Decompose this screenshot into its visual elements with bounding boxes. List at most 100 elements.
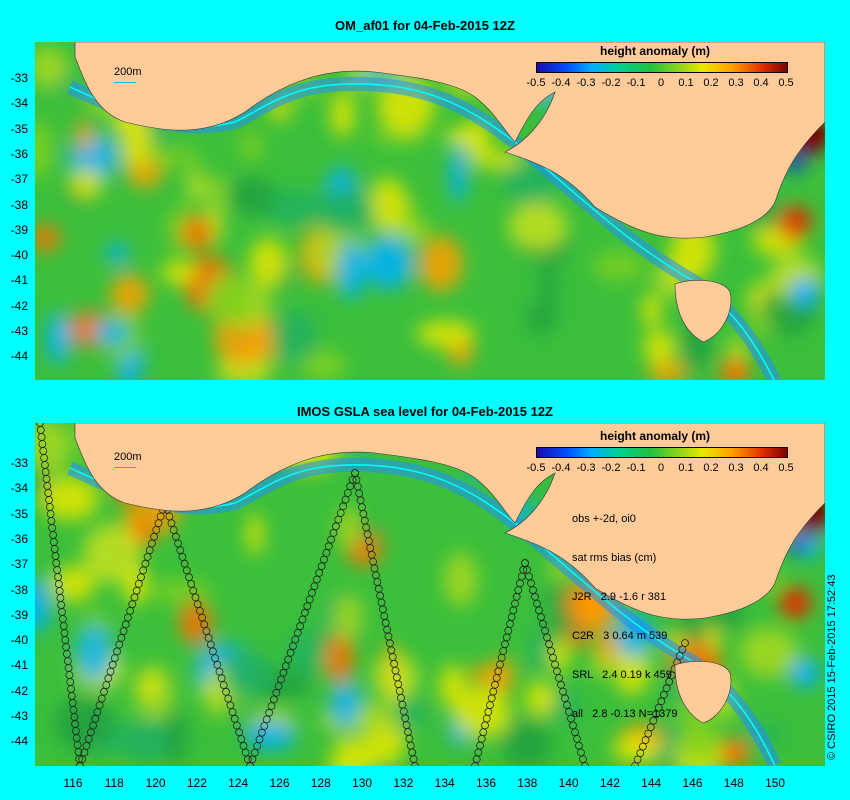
bottom-x-tick: 128	[310, 776, 331, 790]
anomaly-blob	[208, 663, 226, 719]
anomaly-blob	[186, 167, 205, 204]
track-observation	[226, 701, 235, 710]
top-y-tick: -38	[10, 197, 28, 212]
track-observation	[102, 681, 111, 690]
bottom-y-tick: -43	[10, 709, 28, 723]
colorbar-tick: 0.2	[703, 462, 719, 474]
colorbar-tick: -0.2	[601, 77, 621, 89]
track-observation	[213, 660, 222, 669]
track-observation	[152, 526, 161, 534]
anomaly-blob	[386, 681, 403, 702]
anomaly-blob	[120, 731, 169, 762]
bottom-y-tick: -36	[10, 531, 28, 546]
anomaly-blob	[329, 737, 376, 766]
anomaly-blob	[110, 274, 150, 314]
anomaly-blob	[528, 630, 550, 672]
top-y-tick: -34	[10, 96, 28, 111]
track-observation	[257, 728, 266, 737]
stats-line: sat rms bias (cm)	[572, 552, 657, 564]
bottom-y-tick: -34	[10, 481, 28, 496]
bottom-x-tick: 120	[145, 776, 166, 790]
track-observation	[322, 548, 331, 557]
anomaly-blob	[160, 260, 197, 285]
anomaly-blob	[35, 121, 54, 179]
anomaly-blob	[525, 303, 558, 334]
anomaly-blob	[540, 255, 558, 313]
bottom-x-tick: 130	[352, 776, 373, 790]
track-observation	[171, 532, 180, 541]
anomaly-blob	[332, 593, 364, 640]
top-y-tick: -40	[10, 248, 28, 263]
colorbar-tick: 0.1	[678, 77, 694, 89]
track-observation	[286, 648, 295, 657]
bottom-map[interactable]	[35, 423, 825, 766]
top-y-tick: -37	[10, 172, 28, 187]
anomaly-blob	[678, 719, 721, 763]
anomaly-blob	[612, 735, 660, 763]
top-y-tick: -35	[10, 121, 28, 136]
bottom-y-tick: -41	[10, 658, 28, 673]
bottom-x-tick: 132	[393, 776, 414, 790]
track-observation	[277, 675, 285, 684]
anomaly-blob	[208, 175, 225, 205]
colorbar-tick: -0.5	[526, 462, 546, 474]
bottom-y-tick: -42	[10, 683, 28, 698]
track-observation	[646, 723, 655, 732]
track-observation	[137, 573, 145, 582]
track-observation	[652, 710, 660, 719]
colorbar-tick: 0.5	[778, 462, 794, 474]
track-observation	[217, 674, 226, 683]
anomaly-blob	[69, 168, 103, 199]
australia-land	[74, 42, 825, 239]
track-observation	[346, 482, 355, 491]
track-observation	[206, 640, 215, 649]
track-observation	[631, 762, 639, 766]
track-observation	[310, 582, 319, 591]
track-observation	[660, 690, 668, 699]
bottom-y-tick: -39	[10, 607, 28, 622]
anomaly-blob	[641, 292, 662, 328]
track-observation	[329, 529, 338, 537]
top-map[interactable]	[35, 42, 825, 380]
track-observation	[178, 552, 187, 561]
track-observation	[167, 519, 176, 528]
track-observation	[121, 620, 130, 629]
stats-line: all 2.8 -0.13 N=1379	[572, 708, 678, 720]
track-observation	[649, 716, 658, 725]
anomaly-blob	[416, 320, 476, 348]
anomaly-blob	[139, 673, 160, 698]
track-observation	[581, 762, 589, 766]
stats-line: C2R 3 0.64 m 539	[572, 630, 668, 642]
track-observation	[82, 741, 91, 750]
track-observation	[657, 697, 666, 706]
track-observation	[308, 588, 316, 597]
stats-line: J2R 2.9 -1.6 r 381	[572, 591, 667, 603]
track-observation	[106, 667, 115, 676]
track-observation	[237, 735, 246, 743]
track-observation	[269, 695, 278, 704]
track-observation	[331, 522, 340, 531]
top-y-tick: -33	[10, 71, 28, 85]
track-observation	[293, 628, 302, 637]
top-colorbar	[536, 62, 788, 73]
australia-land	[74, 423, 825, 620]
bottom-y-tick: -44	[10, 734, 28, 749]
anomaly-blob	[564, 630, 589, 648]
anomaly-blob	[35, 576, 52, 633]
satellite-tracks	[36, 423, 689, 766]
eddy	[721, 358, 749, 380]
top-map-title: OM_af01 for 04-Feb-2015 12Z	[335, 18, 515, 33]
bottom-x-tick: 136	[475, 776, 497, 790]
track-observation	[303, 602, 312, 611]
track-observation	[262, 715, 271, 724]
track-observation	[681, 639, 689, 647]
colorbar-tick: 0	[657, 462, 665, 474]
track-observation	[246, 762, 254, 766]
anomaly-blob	[502, 718, 552, 766]
anomaly-blob	[288, 630, 329, 677]
bottom-legend-title: height anomaly (m)	[600, 429, 711, 443]
track-observation	[636, 749, 645, 758]
top-y-tick: -41	[10, 273, 28, 288]
stats-box: obs +-2d, oi0 sat rms bias (cm) J2R 2.9 …	[572, 487, 678, 734]
colorbar-tick: 0.1	[678, 462, 694, 474]
